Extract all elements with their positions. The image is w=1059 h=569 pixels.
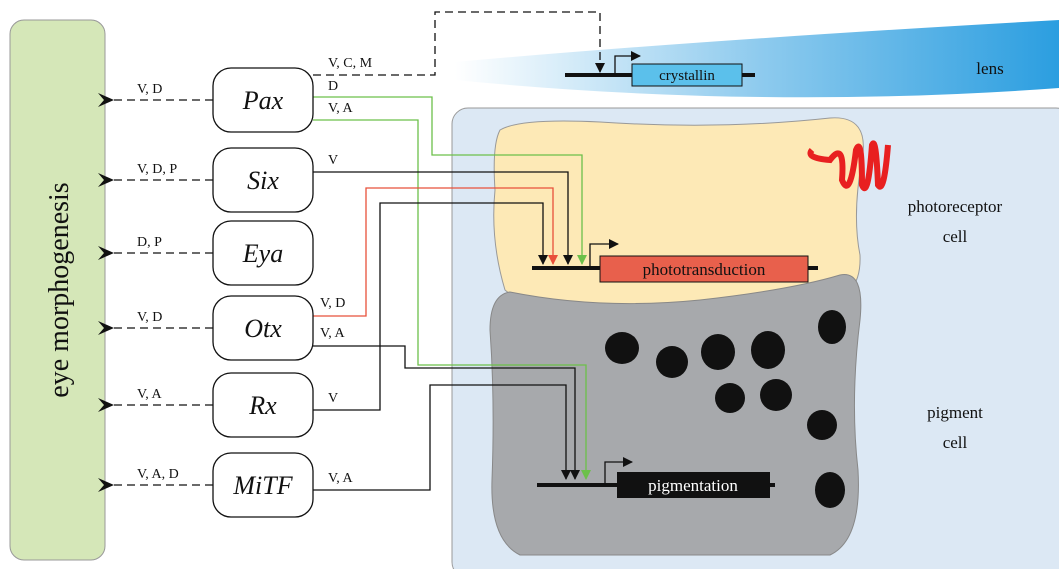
gene-name: Rx xyxy=(248,391,277,420)
sidebar-label: eye morphogenesis xyxy=(44,182,75,397)
gene-box xyxy=(212,372,314,438)
morphogenesis-label: V, A xyxy=(137,387,163,402)
phototransduction-box xyxy=(599,255,809,283)
target-label: V, C, M xyxy=(328,56,373,71)
tss xyxy=(604,457,633,485)
regulation xyxy=(313,119,591,480)
gene-label: pigmentation xyxy=(648,476,738,495)
gene-label: crystallin xyxy=(659,68,715,84)
target-label: V xyxy=(328,391,338,406)
pigment-granules xyxy=(605,310,846,508)
gene-label: phototransduction xyxy=(643,260,766,279)
opsin xyxy=(807,140,891,192)
cell-label: lens xyxy=(976,59,1003,78)
sidebar xyxy=(9,19,106,561)
gene-box xyxy=(212,295,314,361)
regulation xyxy=(313,187,558,317)
morphogenesis-label: V, D xyxy=(137,310,162,325)
target-label: V xyxy=(328,153,338,168)
gene-name: MiTF xyxy=(232,471,293,500)
morphogenesis-label: V, D, P xyxy=(137,162,177,177)
gene-name: Pax xyxy=(242,86,284,115)
target-label: V, A xyxy=(328,101,354,116)
gene-name: Six xyxy=(247,166,279,195)
lens-shape xyxy=(455,20,1059,98)
regulation xyxy=(313,11,605,76)
target-label: V, D xyxy=(320,296,345,311)
pigment-shape xyxy=(489,274,862,556)
regulation xyxy=(313,384,571,491)
gene-name: Otx xyxy=(244,314,282,343)
pigmentation-box xyxy=(617,472,770,498)
target-label: D xyxy=(328,79,338,94)
gene-box xyxy=(212,220,314,286)
regulation xyxy=(313,171,573,265)
tss xyxy=(589,239,619,268)
morphogenesis-label: V, A, D xyxy=(137,467,179,482)
target-label: V, A xyxy=(320,326,346,341)
crystallin-box xyxy=(631,63,743,87)
gene-boxes: V, D Pax V, C, M D V, A V, D, P Six V D, P Eya V, … xyxy=(98,56,373,518)
morphogenesis-label: D, P xyxy=(137,235,162,250)
cell-label: photoreceptor xyxy=(908,197,1003,216)
gene-box xyxy=(212,452,314,518)
regulation xyxy=(313,96,587,265)
gene-box xyxy=(212,147,314,213)
morphogenesis-label: V, D xyxy=(137,82,162,97)
gene-box xyxy=(212,67,314,133)
tss xyxy=(614,51,641,75)
regulation xyxy=(313,345,580,480)
cell-label: cell xyxy=(943,433,968,452)
gene-name: Eya xyxy=(242,239,283,268)
cell-label: cell xyxy=(943,227,968,246)
cell-label: pigment xyxy=(927,403,983,422)
target-label: V, A xyxy=(328,471,354,486)
regulation xyxy=(313,202,548,411)
